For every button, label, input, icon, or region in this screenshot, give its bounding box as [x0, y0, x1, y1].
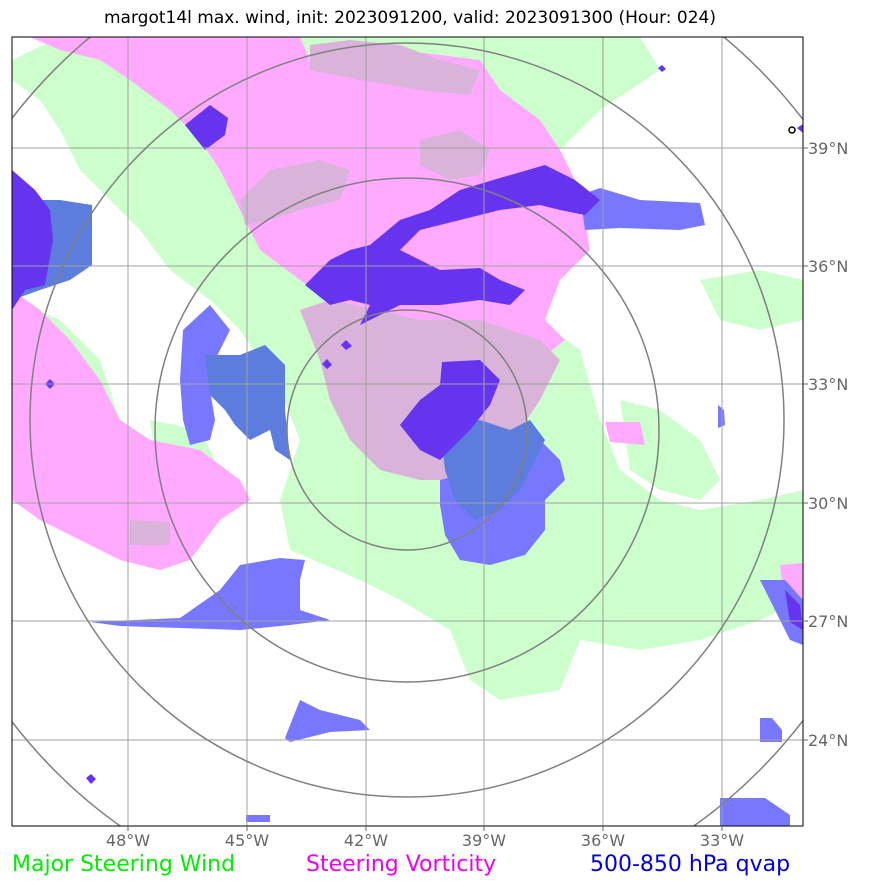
lon-tick-label: 45°W: [225, 831, 269, 850]
lat-tick-label: 27°N: [808, 612, 848, 631]
lon-tick-label: 48°W: [106, 831, 150, 850]
lat-tick-label: 39°N: [808, 139, 848, 158]
qvap-dark-layer: [12, 65, 803, 784]
lon-tick-label: 42°W: [344, 831, 388, 850]
lat-tick-label: 36°N: [808, 257, 848, 276]
range-ring-1: [286, 309, 528, 551]
lon-tick-labels: 48°W 45°W 42°W 39°W 36°W 33°W: [106, 831, 744, 850]
lat-tick-label: 24°N: [808, 731, 848, 750]
lon-tick-label: 39°W: [462, 831, 506, 850]
range-ring-3: [29, 42, 785, 798]
lat-tick-label: 33°N: [808, 375, 848, 394]
gridlines: [12, 37, 803, 826]
legend-steering-vorticity: Steering Vorticity: [306, 852, 497, 877]
legend-steering-wind: Major Steering Wind: [12, 852, 236, 877]
lat-tick-label: 30°N: [808, 494, 848, 513]
lon-tick-label: 36°W: [581, 831, 625, 850]
legend-qvap: 500-850 hPa qvap: [590, 852, 791, 877]
map-frame: [11, 36, 804, 827]
lat-tick-labels: 39°N 36°N 33°N 30°N 27°N 24°N: [808, 139, 848, 750]
lon-tick-label: 33°W: [700, 831, 744, 850]
island-outline: [788, 126, 796, 134]
map-title: margot14l max. wind, init: 2023091200, v…: [103, 8, 717, 28]
range-ring-2: [154, 177, 660, 683]
tick-marks: [127, 147, 808, 831]
